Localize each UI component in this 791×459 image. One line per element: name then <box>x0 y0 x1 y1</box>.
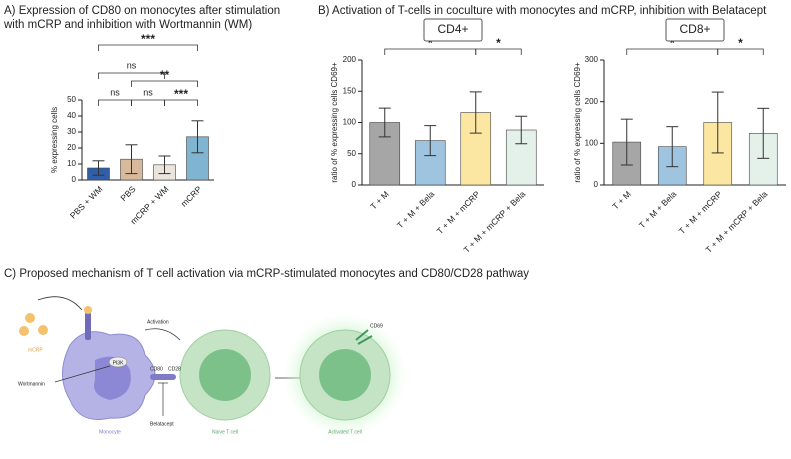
arrow <box>37 296 83 311</box>
x-tick-label: PBS <box>118 184 137 203</box>
y-tick-label: 100 <box>343 118 357 127</box>
panel-title: B) Activation of T-cells in coculture wi… <box>318 5 767 17</box>
panel-title: C) Proposed mechanism of T cell activati… <box>4 268 529 280</box>
y-tick-label: 10 <box>67 159 76 168</box>
y-axis-label: % expressing cells <box>50 107 59 173</box>
mcrp-icon <box>38 325 48 335</box>
significance-label: * <box>496 36 501 50</box>
y-axis-label: ratio of % expressing cells CD69+ <box>330 62 339 183</box>
cd80-cd28 <box>150 374 176 380</box>
significance-bracket <box>475 48 522 55</box>
cd69-icon <box>355 329 373 345</box>
title-box <box>665 18 725 42</box>
panel-title: with mCRP and inhibition with Wortmannin… <box>3 19 252 31</box>
title-box <box>423 18 483 42</box>
y-tick-label: 200 <box>585 97 599 106</box>
nucleus <box>199 349 251 401</box>
significance-bracket <box>98 99 132 106</box>
y-tick-label: 50 <box>347 149 356 158</box>
mcrp-icon <box>84 306 92 314</box>
y-tick-label: 150 <box>343 86 357 95</box>
significance-bracket <box>98 44 198 51</box>
label: Naive T cell <box>212 429 238 435</box>
label: Wortmannin <box>18 381 45 387</box>
chart-title: CD8+ <box>679 22 710 36</box>
receptor <box>85 312 91 340</box>
significance-bracket <box>164 99 198 106</box>
x-tick-label: PBS + WM <box>68 184 105 221</box>
significance-label: *** <box>174 87 188 101</box>
significance-label: *** <box>141 32 155 46</box>
panel-title: A) Expression of CD80 on monocytes after… <box>4 5 280 17</box>
diagram: mCRP Wortmannin PI3K Activation CD80 CD2… <box>18 296 407 437</box>
mcrp-icon <box>19 326 29 336</box>
label: Belatacept <box>150 421 174 427</box>
significance-label: ns <box>110 87 120 97</box>
significance-label: ** <box>160 68 170 82</box>
label: Activation <box>147 319 169 325</box>
significance-label: * <box>670 36 675 50</box>
nucleus <box>319 349 371 401</box>
x-tick-label: mCRP <box>179 184 204 209</box>
chart-title: CD4+ <box>437 22 468 36</box>
x-tick-label: T + M + mCRP <box>435 189 482 236</box>
significance-bracket <box>131 99 165 106</box>
label: Monocyte <box>99 429 121 435</box>
label: CD69 <box>370 323 383 329</box>
label: CD28 <box>168 366 181 372</box>
pi3k-icon <box>108 356 128 368</box>
y-tick-label: 0 <box>594 180 599 189</box>
significance-label: ns <box>127 60 137 70</box>
inhibition-line <box>54 365 111 383</box>
label: PI3K <box>113 360 125 366</box>
significance-bracket <box>717 48 764 55</box>
y-tick-label: 200 <box>343 55 357 64</box>
significance-bracket <box>98 72 165 79</box>
significance-label: * <box>738 36 743 50</box>
y-tick-label: 100 <box>585 138 599 147</box>
label: Activated T cell <box>328 429 362 435</box>
nucleus <box>94 356 131 400</box>
y-tick-label: 0 <box>352 180 357 189</box>
y-axis-label: ratio of % expressing cells CD69+ <box>573 62 582 183</box>
mcrp-icon <box>25 313 35 323</box>
y-tick-label: 300 <box>585 55 599 64</box>
x-tick-label: T + M <box>368 189 390 211</box>
x-tick-label: T + M + Bela <box>637 189 679 231</box>
x-tick-label: T + M + mCRP <box>677 189 724 236</box>
significance-label: * <box>428 36 433 50</box>
significance-bracket <box>131 80 198 87</box>
y-tick-label: 0 <box>72 175 77 184</box>
y-tick-label: 30 <box>67 127 76 136</box>
arrow <box>144 328 181 341</box>
y-tick-label: 40 <box>67 111 76 120</box>
significance-label: ns <box>143 87 153 97</box>
y-tick-label: 50 <box>67 95 76 104</box>
label: CD80 <box>150 366 163 372</box>
y-tick-label: 20 <box>67 143 76 152</box>
label: mCRP <box>28 347 43 353</box>
x-tick-label: T + M <box>610 189 632 211</box>
x-tick-label: T + M + Bela <box>395 189 437 231</box>
